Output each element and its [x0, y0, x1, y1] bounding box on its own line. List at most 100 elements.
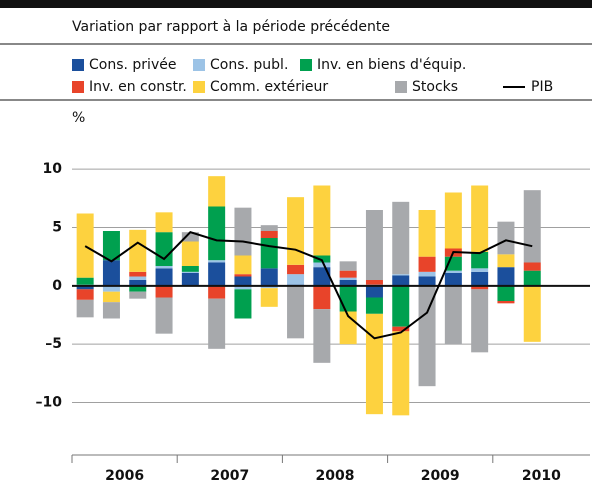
bar-segment: [260, 285, 278, 289]
line-series: [84, 231, 533, 340]
bar-segment: [155, 285, 173, 298]
bar-segment: [260, 238, 278, 269]
y-tick-label: 10: [43, 161, 63, 177]
bar-segment: [287, 264, 305, 275]
bar-segment: [102, 302, 120, 319]
x-tick-label: 2008: [316, 468, 355, 484]
bar-segment: [76, 299, 94, 318]
bar-segment: [497, 285, 515, 301]
x-tick-label: 2007: [210, 468, 249, 484]
y-unit-label: %: [72, 110, 85, 126]
legend-swatch: [72, 59, 84, 71]
bar-segment: [392, 326, 410, 332]
bar-segment: [76, 285, 94, 290]
bar-segment: [313, 309, 331, 363]
bar-segment: [208, 260, 226, 263]
bar-segment: [471, 268, 489, 272]
bar-segment: [208, 285, 226, 299]
bar-segment: [129, 229, 147, 272]
bar-segment: [523, 262, 541, 271]
bar-segment: [181, 273, 199, 286]
bar-segment: [418, 285, 436, 387]
bar-segment: [155, 266, 173, 269]
bar-segment: [365, 313, 383, 415]
y-tick-label: –10: [36, 395, 63, 411]
bar-segment: [181, 266, 199, 272]
bar-segment: [208, 176, 226, 207]
bar-segment: [365, 297, 383, 314]
bar-segment: [129, 280, 147, 286]
bar-segment: [313, 285, 331, 310]
bar-segment: [129, 285, 147, 292]
bar-segment: [260, 231, 278, 238]
y-tick-label: 0: [52, 278, 62, 294]
bar-segment: [418, 276, 436, 286]
legend-label: Cons. publ.: [210, 57, 288, 73]
bar-segment: [523, 270, 541, 286]
legend-label: Inv. en biens d'équip.: [317, 57, 466, 73]
bar-segment: [102, 291, 120, 303]
legend-swatch: [395, 81, 407, 93]
legend-label: Comm. extérieur: [210, 79, 328, 95]
legend-label: Cons. privée: [89, 57, 176, 73]
top-bar: [0, 0, 592, 8]
bar-segment: [234, 285, 252, 290]
bar-segment: [365, 280, 383, 285]
bar-segment: [287, 285, 305, 339]
bar-segment: [392, 201, 410, 275]
bar-segment: [129, 291, 147, 299]
bar-segment: [76, 277, 94, 285]
bar-segment: [471, 185, 489, 252]
bar-segment: [234, 255, 252, 275]
legend-swatch: [300, 59, 312, 71]
bar-segment: [471, 271, 489, 286]
bar-segment: [102, 285, 120, 292]
bar-segment: [339, 285, 357, 312]
legend-label: PIB: [531, 79, 553, 95]
bar-segment: [234, 289, 252, 319]
y-tick-label: –5: [45, 336, 62, 352]
bar-segment: [287, 197, 305, 265]
bar-segment: [365, 285, 383, 298]
legend-label: Stocks: [412, 79, 458, 95]
bar-segment: [339, 261, 357, 271]
legend-swatch: [193, 59, 205, 71]
bar-segment: [497, 267, 515, 286]
bar-segment: [102, 260, 120, 286]
bar-segment: [208, 206, 226, 261]
bar-segment: [313, 185, 331, 256]
bar-segment: [523, 190, 541, 263]
bar-segment: [392, 275, 410, 286]
bar-segment: [444, 273, 462, 286]
bar-segment: [234, 274, 252, 277]
x-tick-label: 2009: [421, 468, 460, 484]
legend-swatch: [72, 81, 84, 93]
bar-segment: [155, 268, 173, 286]
bar-segment: [471, 252, 489, 269]
bar-segment: [444, 285, 462, 345]
bar-segment: [365, 210, 383, 280]
bar-segment: [497, 221, 515, 255]
bar-segment: [392, 274, 410, 276]
legend-label: Inv. en constr.: [89, 79, 187, 95]
bar-segment: [181, 271, 199, 273]
bar-segment: [339, 270, 357, 278]
bar-segment: [102, 231, 120, 261]
bar-segment: [444, 270, 462, 273]
bar-segment: [181, 241, 199, 266]
bar-segment: [234, 207, 252, 256]
bar-segment: [392, 285, 410, 327]
bar-segment: [313, 267, 331, 286]
bar-segment: [260, 288, 278, 307]
x-tick-label: 2006: [105, 468, 144, 484]
bar-segment: [260, 268, 278, 286]
bar-segment: [208, 262, 226, 286]
bar-segment: [471, 289, 489, 353]
bar-segment: [76, 289, 94, 300]
bar-segment: [287, 274, 305, 285]
bar-segment: [313, 262, 331, 268]
bar-segment: [76, 213, 94, 278]
legend-swatch: [193, 81, 205, 93]
x-tick-label: 2010: [522, 468, 561, 484]
